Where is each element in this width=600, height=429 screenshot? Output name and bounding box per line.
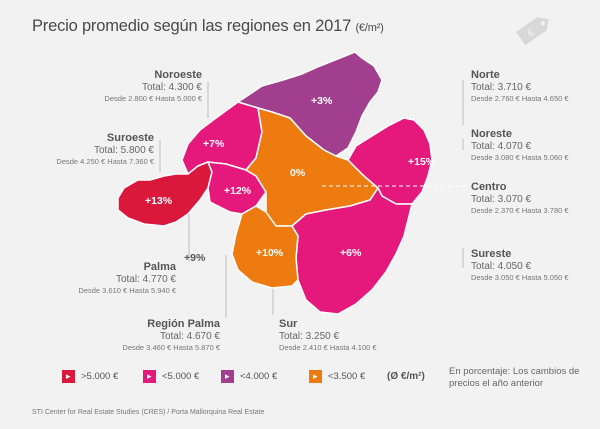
region-total: Total: 3.070 € [471, 193, 532, 205]
region-total: Total: 4.300 € [141, 81, 202, 93]
page-title: Precio promedio según las regiones en 20… [32, 17, 384, 36]
label-palma: Palma Total: 4.770 € Desde 3.610 € Hasta… [40, 261, 176, 297]
region-name: Centro [471, 181, 507, 193]
region-total: Total: 4.050 € [471, 260, 532, 272]
region-name: Palma [143, 261, 176, 273]
pct-region-palma: +12% [224, 185, 252, 197]
region-total: Total: 4.070 € [471, 140, 532, 152]
pct-noreste: +15% [408, 156, 436, 168]
region-name: Noreste [471, 128, 512, 140]
legend-label: >5.000 € [81, 371, 119, 382]
region-name: Sur [279, 318, 298, 330]
play-arrow-icon: ▸ [66, 371, 71, 381]
legend-swatch-red: ▸ [62, 370, 75, 383]
legend-item-purple: ▸ <4.000 € [221, 370, 277, 383]
title-text: Precio promedio según las regiones en 20… [32, 17, 352, 35]
play-arrow-icon: ▸ [313, 371, 318, 381]
label-centro: Centro Total: 3.070 € Desde 2.370 € Hast… [471, 181, 596, 217]
label-noreste: Noreste Total: 4.070 € Desde 3.080 € Has… [471, 128, 596, 164]
title-unit: (€/m²) [355, 22, 384, 34]
region-name: Región Palma [147, 318, 220, 330]
pct-suroeste: +13% [145, 195, 173, 207]
region-total: Total: 4.770 € [115, 273, 176, 285]
legend-swatch-pink: ▸ [143, 370, 156, 383]
region-range: Desde 3.080 € Hasta 5.060 € [471, 153, 569, 162]
legend-swatch-purple: ▸ [221, 370, 234, 383]
pct-sur: +10% [256, 247, 284, 259]
label-noroeste: Noroeste Total: 4.300 € Desde 2.800 € Ha… [62, 69, 202, 105]
play-arrow-icon: ▸ [225, 371, 230, 381]
region-range: Desde 2.370 € Hasta 3.780 € [471, 206, 569, 215]
region-range: Desde 4.250 € Hasta 7.360 € [56, 157, 154, 166]
label-sureste: Sureste Total: 4.050 € Desde 3.050 € Has… [471, 248, 596, 284]
legend-note: En porcentaje: Los cambios de precios el… [449, 366, 580, 389]
legend-unit: (Ø €/m²) [387, 371, 425, 382]
region-range: Desde 2.760 € Hasta 4.650 € [471, 94, 569, 103]
play-arrow-icon: ▸ [147, 371, 152, 381]
pct-noroeste: +7% [203, 138, 225, 150]
region-total: Total: 5.800 € [93, 144, 154, 156]
legend-item-red: ▸ >5.000 € [62, 370, 118, 383]
legend-label: <5.000 € [162, 371, 200, 382]
pct-norte: +3% [311, 95, 333, 107]
legend-swatch-orange: ▸ [309, 370, 322, 383]
legend-item-orange: ▸ <3.500 € [309, 370, 365, 383]
pct-centro: 0% [290, 167, 306, 179]
label-region-palma: Región Palma Total: 4.670 € Desde 3.460 … [80, 318, 220, 354]
region-name: Sureste [471, 248, 512, 260]
region-name: Noroeste [154, 69, 202, 81]
region-sur [231, 205, 299, 289]
region-total: Total: 4.670 € [159, 330, 220, 342]
label-sur: Sur Total: 3.250 € Desde 2.410 € Hasta 4… [279, 318, 419, 354]
source-credit: STI Center for Real Estate Studies (CRES… [32, 409, 265, 416]
region-name: Norte [471, 69, 500, 81]
pct-sureste: +6% [340, 247, 362, 259]
region-suroeste [117, 161, 213, 227]
region-range: Desde 2.410 € Hasta 4.100 € [279, 343, 377, 352]
label-norte: Norte Total: 3.710 € Desde 2.760 € Hasta… [471, 69, 596, 105]
legend-label: <4.000 € [240, 371, 278, 382]
legend-item-pink: ▸ <5.000 € [143, 370, 199, 383]
region-range: Desde 3.460 € Hasta 5.870 € [122, 343, 220, 352]
label-suroeste: Suroeste Total: 5.800 € Desde 4.250 € Ha… [14, 132, 154, 168]
price-tag-icon: € [516, 17, 549, 46]
region-range: Desde 2.800 € Hasta 5.000 € [104, 94, 202, 103]
svg-text:€: € [525, 26, 537, 39]
region-total: Total: 3.250 € [279, 330, 340, 342]
region-name: Suroeste [106, 132, 154, 144]
region-range: Desde 3.610 € Hasta 5.940 € [78, 286, 176, 295]
pct-palma: +9% [184, 252, 206, 264]
region-range: Desde 3.050 € Hasta 5.050 € [471, 273, 569, 282]
legend-label: <3.500 € [328, 371, 366, 382]
region-total: Total: 3.710 € [471, 81, 532, 93]
